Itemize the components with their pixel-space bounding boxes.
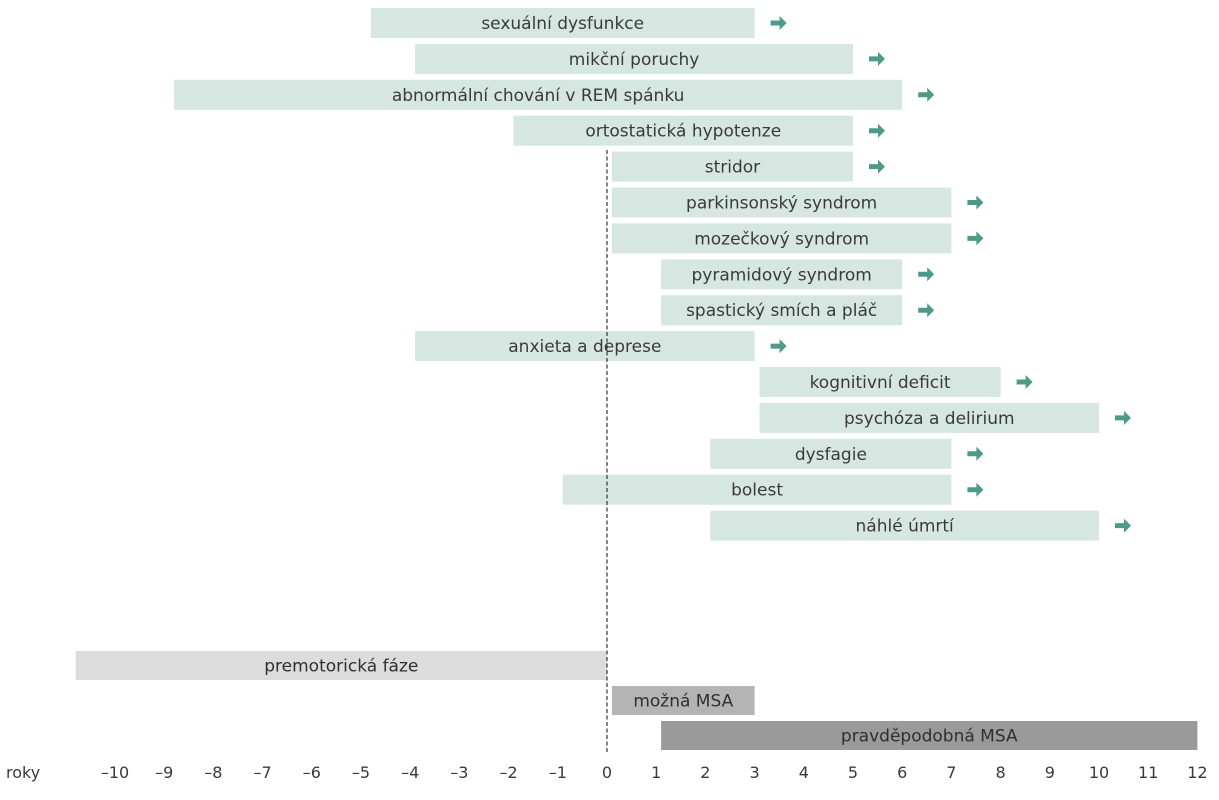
symptom-mikcni-poruchy: mikční poruchy: [415, 43, 853, 74]
continuation-arrow-icon: [918, 87, 935, 102]
x-tick-label: 8: [996, 763, 1006, 782]
phase-bars: premotorická fáze možná MSA pravděpodobná …: [75, 651, 1198, 750]
symptom-psychoza-a-delirium: psychóza a delirium: [759, 402, 1099, 433]
symptom-label: dysfagie: [795, 445, 867, 465]
symptom-label: mikční poruchy: [569, 50, 700, 70]
symptom-bolest: bolest: [562, 474, 952, 505]
symptom-bars: sexuální dysfunkce mikční poruchy abnormál…: [174, 8, 1099, 541]
symptom-label: pyramidový syndrom: [691, 265, 871, 285]
symptom-label: bolest: [731, 481, 783, 501]
symptom-bar: [370, 8, 755, 38]
x-tick-label: –5: [352, 763, 370, 782]
continuation-arrow-icon: [918, 303, 935, 318]
symptom-bar: [759, 367, 1001, 397]
continuation-arrow-icon: [1016, 375, 1033, 389]
continuation-arrow-icon: [869, 51, 885, 66]
x-tick-label: 4: [799, 763, 809, 782]
symptom-label: kognitivní deficit: [810, 373, 951, 393]
x-axis-title: roky: [6, 763, 40, 782]
phase-bar: [611, 686, 755, 715]
phase-pravdepodobna-msa: pravděpodobná MSA: [661, 721, 1198, 750]
symptom-bar: [759, 402, 1099, 433]
continuation-arrow-icon: [770, 339, 787, 354]
x-tick-label: 2: [700, 763, 710, 782]
x-tick-label: –8: [204, 763, 222, 782]
symptom-anxieta-a-deprese: anxieta a deprese: [415, 331, 755, 362]
x-tick-label: –10: [101, 763, 129, 782]
symptom-sexualni-dysfunkce: sexuální dysfunkce: [370, 8, 755, 38]
continuation-arrow-icon: [967, 446, 984, 461]
continuation-arrow-icon: [1115, 518, 1131, 533]
symptom-spasticky-smich-a-plac: spastický smích a pláč: [661, 295, 903, 326]
continuation-arrow-icon: [869, 123, 885, 138]
symptom-label: stridor: [705, 158, 760, 178]
x-tick-label: –4: [401, 763, 419, 782]
x-tick-label: 7: [946, 763, 956, 782]
phase-bar: [75, 651, 607, 680]
x-tick-label: 1: [651, 763, 661, 782]
symptom-nahle-umrti: náhlé úmrtí: [710, 510, 1099, 541]
symptom-bar: [710, 438, 952, 469]
symptom-bar: [415, 43, 853, 74]
x-tick-label: –1: [549, 763, 567, 782]
phase-bar: [661, 721, 1198, 750]
symptom-label: spastický smích a pláč: [686, 301, 877, 321]
symptom-label: sexuální dysfunkce: [481, 14, 644, 34]
continuation-arrow-icon: [967, 195, 984, 210]
symptom-bar: [710, 510, 1099, 541]
phase-mozna-msa: možná MSA: [611, 686, 755, 715]
symptom-kognitivni-deficit: kognitivní deficit: [759, 367, 1001, 397]
x-tick-label: 5: [848, 763, 858, 782]
x-tick-label: 6: [897, 763, 907, 782]
x-tick-label: –6: [303, 763, 321, 782]
symptom-pyramidovy-syndrom: pyramidový syndrom: [661, 259, 903, 290]
symptom-bar: [661, 295, 903, 326]
phase-label: možná MSA: [633, 692, 733, 712]
symptom-bar: [562, 474, 952, 505]
symptom-label: ortostatická hypotenze: [585, 122, 781, 142]
symptom-stridor: stridor: [611, 151, 853, 182]
x-tick-label: 3: [750, 763, 760, 782]
continuation-arrow-icon: [770, 16, 787, 30]
x-tick-label: 0: [602, 763, 612, 782]
symptom-bar: [415, 331, 755, 362]
symptom-bar: [611, 187, 952, 218]
symptom-parkinsonsky-syndrom: parkinsonský syndrom: [611, 187, 952, 218]
phase-label: premotorická fáze: [264, 657, 418, 677]
symptom-mozeckovy-syndrom: mozečkový syndrom: [611, 223, 952, 254]
symptom-abnormalni-chovani-v-rem-spanku: abnormální chování v REM spánku: [174, 79, 903, 110]
x-tick-label: –7: [254, 763, 272, 782]
symptom-bar: [661, 259, 903, 290]
symptom-label: abnormální chování v REM spánku: [392, 86, 685, 106]
continuation-arrow-icon: [967, 231, 984, 246]
x-axis: roky –10 –9 –8 –7 –6 –5 –4 –3 –2 –1 0 1 2 3 4 5 6 7 8 9 10 11…: [6, 763, 1208, 782]
x-tick-label: –3: [450, 763, 468, 782]
phase-label: pravděpodobná MSA: [841, 727, 1018, 747]
continuation-arrow-icon: [869, 159, 885, 174]
symptom-bar: [513, 115, 853, 146]
x-tick-label: 11: [1138, 763, 1158, 782]
x-tick-label: –9: [155, 763, 173, 782]
symptom-label: parkinsonský syndrom: [686, 194, 877, 214]
symptom-dysfagie: dysfagie: [710, 438, 952, 469]
symptom-bar: [611, 151, 853, 182]
x-tick-label: –2: [500, 763, 518, 782]
symptom-label: náhlé úmrtí: [856, 517, 956, 537]
symptom-ortostaticka-hypotenze: ortostatická hypotenze: [513, 115, 853, 146]
x-tick-label: 9: [1045, 763, 1055, 782]
x-tick-label: 12: [1187, 763, 1207, 782]
symptom-bar: [174, 79, 903, 110]
continuation-arrow-icon: [1115, 410, 1131, 425]
continuation-arrow-icon: [967, 482, 984, 497]
symptom-label: anxieta a deprese: [508, 337, 661, 357]
symptom-label: mozečkový syndrom: [694, 229, 869, 249]
continuation-arrow-icon: [918, 267, 935, 282]
symptom-label: psychóza a delirium: [844, 409, 1015, 429]
symptom-bar: [611, 223, 952, 254]
phase-premotoricka-faze: premotorická fáze: [75, 651, 607, 680]
x-tick-label: 10: [1089, 763, 1109, 782]
